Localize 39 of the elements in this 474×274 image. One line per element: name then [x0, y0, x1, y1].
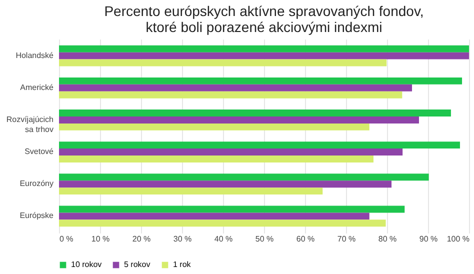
- x-tick-label: 20 %: [132, 234, 151, 244]
- bar: [59, 59, 387, 66]
- bar: [59, 84, 412, 92]
- x-tick-label: 10 %: [91, 234, 110, 244]
- x-tick-label: 80 %: [378, 234, 397, 244]
- bar: [59, 123, 370, 130]
- legend-label: 10 rokov: [71, 260, 102, 269]
- y-tick-label: Svetové: [24, 147, 54, 156]
- x-tick-label: 100 %: [446, 234, 470, 244]
- bar: [59, 174, 429, 181]
- x-tick-label: 70 %: [337, 234, 356, 244]
- x-tick-label: 60 %: [296, 234, 315, 244]
- y-tick-label: Americké: [20, 82, 54, 92]
- x-tick-label: 0 %: [60, 234, 74, 244]
- y-tick-label: Európske: [20, 211, 54, 220]
- bar: [59, 212, 370, 220]
- y-tick-label: Eurozóny: [20, 179, 54, 188]
- bar: [59, 188, 323, 195]
- bar: [59, 91, 402, 98]
- bar: [59, 52, 469, 60]
- x-tick-label: 30 %: [173, 234, 192, 244]
- x-tick-label: 40 %: [214, 234, 233, 244]
- bar: [59, 142, 460, 149]
- bar: [59, 156, 374, 162]
- chart-title: Percento európskych aktívne spravovaných fondov, ktoré boli porazené akciovými indexmi: [104, 3, 424, 35]
- bar: [59, 116, 419, 124]
- x-tick-label: 50 %: [255, 234, 274, 244]
- bar: [59, 180, 392, 188]
- bar: [59, 77, 462, 84]
- legend-label: 1 rok: [173, 260, 192, 269]
- legend-label: 5 rokov: [124, 260, 150, 269]
- bar: [59, 110, 451, 116]
- y-tick-label: Holandské: [16, 50, 54, 60]
- x-tick-label: 90 %: [419, 234, 438, 244]
- bar: [59, 148, 403, 156]
- bar: [59, 206, 405, 213]
- y-tick-label: Rozvíjajúcich sa trhov: [6, 114, 54, 134]
- bar: [59, 220, 386, 227]
- bar: [59, 45, 469, 52]
